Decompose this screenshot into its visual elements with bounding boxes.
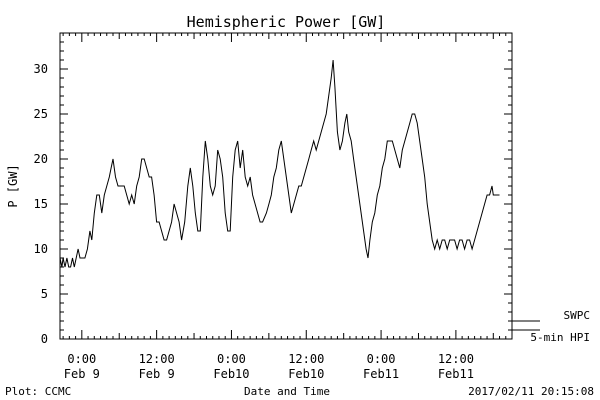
- y-tick-label: 10: [34, 242, 48, 256]
- y-tick-label: 25: [34, 107, 48, 121]
- x-tick-time-label: 0:00: [217, 352, 246, 366]
- legend-label: SWPC: [564, 309, 591, 322]
- y-tick-label: 0: [41, 332, 48, 346]
- x-tick-date-label: Feb11: [363, 367, 399, 381]
- chart-title: Hemispheric Power [GW]: [187, 13, 386, 31]
- series-line-swpc: [59, 59, 500, 268]
- x-tick-time-label: 0:00: [367, 352, 396, 366]
- y-tick-label: 20: [34, 152, 48, 166]
- x-axis-label: Date and Time: [244, 385, 330, 398]
- x-tick-date-label: Feb10: [288, 367, 324, 381]
- legend-label: 5-min HPI: [530, 331, 590, 344]
- x-tick-date-label: Feb11: [438, 367, 474, 381]
- y-tick-label: 5: [41, 287, 48, 301]
- plot-credit: Plot: CCMC: [5, 385, 71, 398]
- y-tick-label: 15: [34, 197, 48, 211]
- y-axis: 0 5 10 15 20 25 30: [34, 32, 512, 346]
- x-tick-time-label: 0:00: [67, 352, 96, 366]
- x-tick-date-label: Feb10: [213, 367, 249, 381]
- x-tick-date-label: Feb 9: [139, 367, 175, 381]
- y-axis-label: P [GW]: [6, 164, 20, 207]
- x-tick-time-label: 12:00: [139, 352, 175, 366]
- timestamp: 2017/02/11 20:15:08: [468, 385, 594, 398]
- x-tick-time-label: 12:00: [288, 352, 324, 366]
- x-tick-date-label: Feb 9: [64, 367, 100, 381]
- x-tick-time-label: 12:00: [438, 352, 474, 366]
- plot-frame: [59, 32, 513, 340]
- y-tick-label: 30: [34, 62, 48, 76]
- legend: SWPC 5-min HPI: [512, 309, 590, 344]
